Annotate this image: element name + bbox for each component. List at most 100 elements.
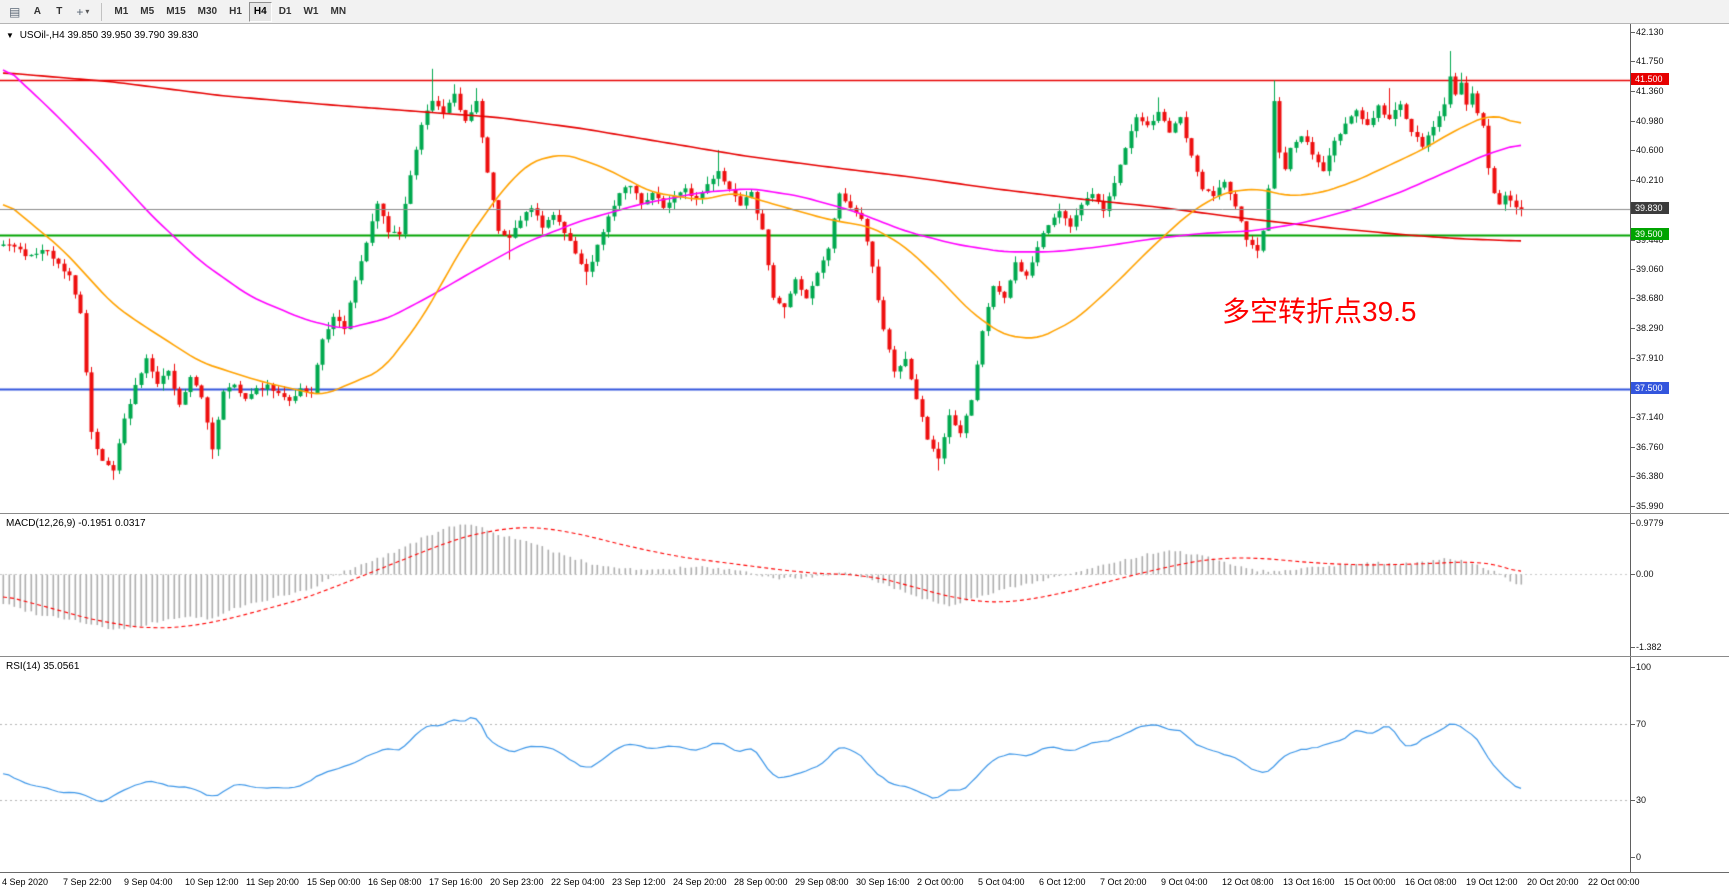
axis-tick-label: 40.210 [1636,175,1664,185]
time-axis-label: 13 Oct 16:00 [1283,877,1335,887]
chart-annotation-text[interactable]: 多空转折点39.5 [1222,296,1417,327]
time-axis-label: 22 Sep 04:00 [551,877,605,887]
macd-panel: MACD(12,26,9) -0.1951 0.0317 0.9779 0.00 -… [0,514,1729,657]
timeframe-button-w1[interactable]: W1 [303,6,319,17]
rsi-value-axis[interactable]: 100 70 30 0 [1630,657,1729,872]
timeframe-button-m30[interactable]: M30 [197,6,218,17]
timeframe-button-m15[interactable]: M15 [166,6,186,17]
time-axis-label: 29 Sep 08:00 [795,877,849,887]
axis-tick-mark [1631,328,1635,329]
axis-tick-label: 0.9779 [1636,518,1664,528]
timeframe-button-m5[interactable]: M5 [140,6,155,17]
cursor-tool-label: A [33,6,41,17]
collapse-triangle-icon[interactable]: ▼ [6,31,14,40]
axis-tick-label: 38.680 [1636,293,1664,303]
grid-icon: ▤ [9,4,21,19]
price-axis[interactable]: 42.130 41.750 41.360 40.980 40.600 40.210 39.8… [1630,24,1729,513]
time-axis-label: 22 Oct 00:00 [1588,877,1640,887]
axis-tick-mark [1631,150,1635,151]
axis-tick-label: 41.360 [1636,86,1664,96]
axis-tick-mark [1631,61,1635,62]
axis-tick-label: 100 [1636,662,1652,672]
macd-value-axis[interactable]: 0.9779 0.00 -1.382 [1630,514,1729,656]
axis-tick-mark [1631,91,1635,92]
cursor-tool-button[interactable]: A [27,2,47,22]
rsi-label: RSI(14) 35.0561 [6,661,80,672]
timeframe-button-h1[interactable]: H1 [229,6,242,17]
axis-tick-label: 36.380 [1636,471,1664,481]
time-axis-label: 23 Sep 12:00 [612,877,666,887]
axis-tick-mark [1631,417,1635,418]
time-axis-label: 16 Oct 08:00 [1405,877,1457,887]
time-axis[interactable]: 4 Sep 2020 7 Sep 22:00 9 Sep 04:00 10 Sep 1… [0,873,1729,893]
time-axis-label: 2 Oct 00:00 [917,877,964,887]
axis-tick-label: 70 [1636,719,1647,729]
axis-tick-mark [1631,240,1635,241]
axis-tick-mark [1631,647,1635,648]
macd-label: MACD(12,26,9) -0.1951 0.0317 [6,518,146,529]
top-toolbar: ▤ A T + ▾ M1 M5 M15 M30 H1 H4 D1 W1 MN [0,0,1729,24]
timeframe-button-h4[interactable]: H4 [248,1,272,22]
axis-tick-label: -1.382 [1636,642,1662,652]
time-axis-label: 15 Sep 00:00 [307,877,361,887]
chevron-down-icon: ▾ [85,7,90,16]
axis-tick-label: 40.600 [1636,145,1664,155]
time-axis-label: 19 Oct 12:00 [1466,877,1518,887]
axis-tick-mark [1631,667,1635,668]
axis-tick-label: 42.130 [1636,27,1664,37]
axis-tick-mark [1631,857,1635,858]
axis-tick-label: 39.060 [1636,264,1664,274]
time-axis-label: 12 Oct 08:00 [1222,877,1274,887]
timeframe-button-m1[interactable]: M1 [114,6,129,17]
axis-tick-label: 37.910 [1636,353,1664,363]
axis-tick-label: 35.990 [1636,501,1664,511]
axis-tick-mark [1631,269,1635,270]
axis-tick-mark [1631,121,1635,122]
axis-tick-label: 40.980 [1636,116,1664,126]
time-axis-label: 16 Sep 08:00 [368,877,422,887]
time-axis-label: 7 Oct 20:00 [1100,877,1147,887]
axis-tick-mark [1631,800,1635,801]
time-axis-label: 7 Sep 22:00 [63,877,112,887]
timeframe-button-d1[interactable]: D1 [278,6,292,17]
time-axis-label: 30 Sep 16:00 [856,877,910,887]
main-chart-panel: ▼ USOil-,H4 39.850 39.950 39.790 39.830 … [0,24,1729,514]
text-tool-button[interactable]: T [49,2,69,22]
axis-tick-mark [1631,447,1635,448]
axis-tick-mark [1631,574,1635,575]
axis-tick-mark [1631,523,1635,524]
crosshair-icon: + [76,4,84,19]
macd-canvas[interactable] [0,514,1630,656]
rsi-canvas[interactable] [0,657,1630,872]
axis-tick-mark [1631,724,1635,725]
time-axis-label: 5 Oct 04:00 [978,877,1025,887]
text-tool-icon: T [56,6,63,17]
timeframe-button-mn[interactable]: MN [330,6,347,17]
price-tag-resistance-line: 41.500 [1631,73,1669,85]
axis-tick-mark [1631,506,1635,507]
time-axis-label: 6 Oct 12:00 [1039,877,1086,887]
symbol-ohlc-text: USOil-,H4 39.850 39.950 39.790 39.830 [19,30,199,41]
main-chart-canvas[interactable] [0,24,1630,513]
axis-tick-label: 0 [1636,852,1642,862]
time-axis-label: 10 Sep 12:00 [185,877,239,887]
time-axis-label: 17 Sep 16:00 [429,877,483,887]
time-axis-label: 20 Sep 23:00 [490,877,544,887]
time-axis-label: 9 Sep 04:00 [124,877,173,887]
axis-tick-label: 0.00 [1636,569,1654,579]
crosshair-tool-button[interactable]: + ▾ [71,2,94,22]
axis-tick-mark [1631,476,1635,477]
timeframe-group: M1 M5 M15 M30 H1 H4 D1 W1 MN [108,1,352,22]
axis-tick-mark [1631,358,1635,359]
time-axis-label: 20 Oct 20:00 [1527,877,1579,887]
axis-tick-label: 36.760 [1636,442,1664,452]
time-axis-label: 24 Sep 20:00 [673,877,727,887]
time-axis-label: 15 Oct 00:00 [1344,877,1396,887]
toolbar-separator [101,2,103,21]
price-tag-support-line: 37.500 [1631,382,1669,394]
time-axis-label: 28 Sep 00:00 [734,877,788,887]
axis-tick-label: 37.140 [1636,412,1664,422]
axis-tick-mark [1631,32,1635,33]
charts-grid-button[interactable]: ▤ [4,2,25,22]
